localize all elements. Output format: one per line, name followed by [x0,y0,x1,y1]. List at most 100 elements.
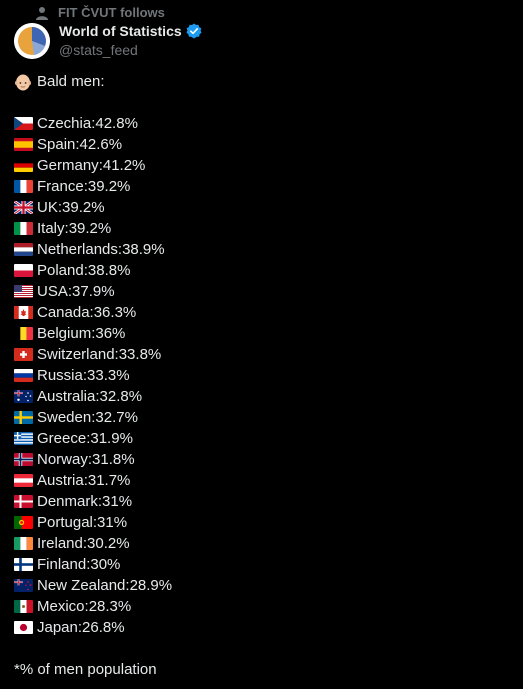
country-name: Greece [37,430,87,447]
verified-badge-icon [186,23,202,39]
flag-jp-icon [14,621,33,634]
person-icon [36,6,48,20]
author-handle[interactable]: @stats_feed [59,42,138,58]
pie-chart-avatar-icon [14,23,50,59]
flag-au-icon [14,390,33,403]
country-value: 28.3% [88,598,132,615]
separator: : [83,262,88,279]
country-value: 38.9% [122,241,165,258]
flag-no-icon [14,453,33,466]
list-item: Russia: 33.3% [14,365,514,386]
list-item: Australia: 32.8% [14,386,514,407]
separator: : [84,598,89,615]
separator: : [64,220,69,237]
list-item: Denmark: 31% [14,491,514,512]
social-context[interactable]: FIT ČVUT follows [36,5,165,20]
list-item: Ireland: 30.2% [14,533,514,554]
separator: : [89,304,94,321]
country-value: 31% [97,514,128,531]
country-value: 30% [90,556,121,573]
author-display-name[interactable]: World of Statistics [59,23,182,39]
separator: : [98,157,103,174]
list-item: UK: 39.2% [14,197,514,218]
country-value: 39.2% [62,199,105,216]
list-item: Norway: 31.8% [14,449,514,470]
country-value: 31% [102,493,133,510]
country-value: 32.8% [99,388,143,405]
flag-ru-icon [14,369,33,382]
flag-us-icon [14,285,33,298]
separator: : [87,451,93,468]
country-name: UK [37,199,58,216]
country-name: Germany [37,157,99,174]
social-context-text: FIT ČVUT follows [58,5,165,20]
country-value: 31.8% [92,451,135,468]
flag-pt-icon [14,516,33,529]
list-item: Portugal: 31% [14,512,514,533]
separator: : [57,199,63,216]
separator: : [125,577,130,594]
flag-at-icon [14,474,33,487]
country-name: Spain [37,136,76,153]
list-item: Switzerland: 33.8% [14,344,514,365]
country-name: Mexico [37,598,85,615]
country-value: 36% [95,325,126,342]
country-name: Finland [37,556,87,573]
tweet-heading-text: Bald men: [37,73,105,90]
separator: : [67,283,73,300]
flag-mx-icon [14,600,33,613]
country-name: Australia [37,388,96,405]
country-name: Switzerland [37,346,115,363]
author-block[interactable]: World of Statistics @stats_feed [59,23,202,58]
list-item: France: 39.2% [14,176,514,197]
flag-es-icon [14,138,33,151]
country-value: 36.3% [93,304,137,321]
list-item: Finland: 30% [14,554,514,575]
country-name: France [37,178,84,195]
flag-pl-icon [14,264,33,277]
flag-ca-icon [14,306,33,319]
country-name: New Zealand [37,577,126,594]
separator: : [83,472,88,489]
country-value: 32.7% [95,409,138,426]
flag-gr-icon [14,432,33,445]
country-value: 37.9% [72,283,115,300]
list-item: USA: 37.9% [14,281,514,302]
flag-nl-icon [14,243,33,256]
list-item: Spain: 42.6% [14,134,514,155]
country-value: 42.8% [95,115,138,132]
country-name: Ireland [37,535,83,552]
flag-ch-icon [14,348,33,361]
separator: : [91,409,96,426]
country-name: Netherlands [37,241,118,258]
avatar[interactable] [14,23,50,59]
country-name: USA [37,283,68,300]
country-value: 42.6% [79,136,123,153]
country-name: Norway [37,451,88,468]
country-value: 39.2% [68,220,112,237]
country-value: 38.8% [87,262,131,279]
country-name: Portugal [37,514,93,531]
flag-gb-icon [14,201,33,214]
bald-man-face-icon [15,74,31,90]
country-name: Russia [37,367,83,384]
country-value: 28.9% [129,577,173,594]
separator: : [92,514,98,531]
list-item: Japan: 26.8% [14,617,514,638]
flag-nz-icon [14,579,33,592]
tweet-text: Bald men: Czechia: 42.8% Spain: 42.6% Germ… [14,71,514,680]
country-name: Czechia [37,115,92,132]
separator: : [82,535,88,552]
tweet-footnote: *% of men population [14,661,157,678]
flag-se-icon [14,411,33,424]
separator: : [86,430,91,447]
country-name: Belgium [37,325,92,342]
list-item: Poland: 38.8% [14,260,514,281]
separator: : [75,136,80,153]
blank-line [14,92,514,113]
flag-dk-icon [14,495,33,508]
separator: : [91,325,96,342]
country-value: 31.9% [90,430,133,447]
country-value: 26.8% [82,619,125,636]
flag-be-icon [14,327,33,340]
